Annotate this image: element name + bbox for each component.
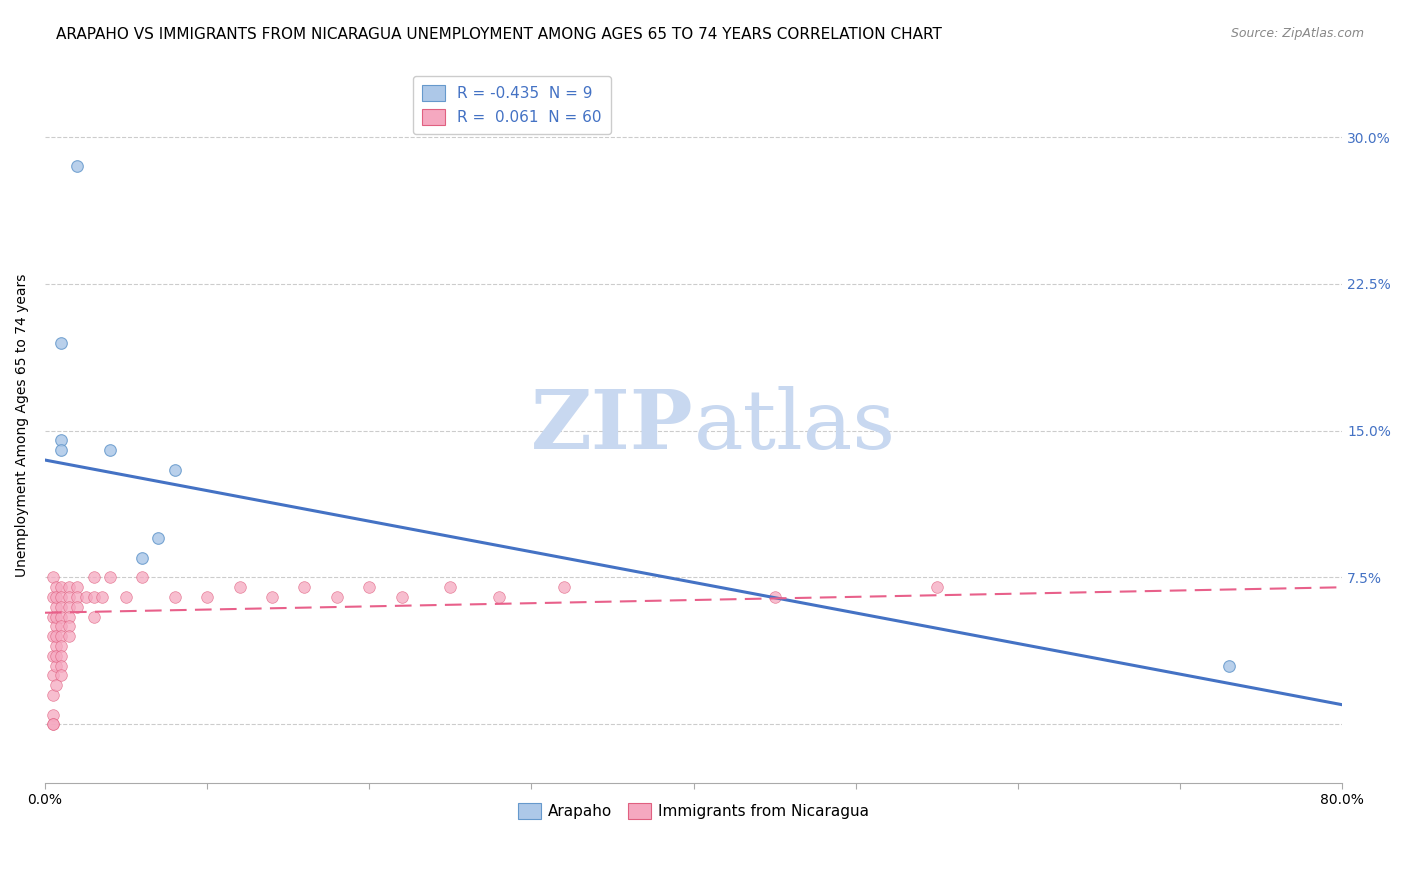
Point — [294, 580, 316, 594]
Point — [51, 609, 73, 624]
Point — [42, 648, 65, 663]
Point — [98, 570, 121, 584]
Point — [51, 599, 73, 614]
Point — [58, 599, 80, 614]
Point — [58, 590, 80, 604]
Point — [439, 580, 461, 594]
Point — [195, 590, 218, 604]
Point — [51, 335, 73, 350]
Point — [1218, 658, 1240, 673]
Point — [45, 639, 67, 653]
Point — [45, 678, 67, 692]
Point — [51, 658, 73, 673]
Point — [391, 590, 413, 604]
Point — [51, 580, 73, 594]
Point — [42, 707, 65, 722]
Point — [42, 629, 65, 643]
Point — [45, 599, 67, 614]
Point — [45, 580, 67, 594]
Point — [66, 590, 89, 604]
Point — [359, 580, 381, 594]
Point — [763, 590, 786, 604]
Point — [51, 648, 73, 663]
Point — [115, 590, 138, 604]
Point — [45, 619, 67, 633]
Point — [42, 717, 65, 731]
Point — [51, 629, 73, 643]
Point — [260, 590, 283, 604]
Point — [163, 463, 186, 477]
Point — [51, 443, 73, 458]
Point — [42, 570, 65, 584]
Point — [488, 590, 510, 604]
Point — [45, 648, 67, 663]
Point — [58, 609, 80, 624]
Point — [553, 580, 575, 594]
Point — [45, 629, 67, 643]
Text: ZIP: ZIP — [531, 385, 693, 466]
Point — [51, 590, 73, 604]
Point — [42, 609, 65, 624]
Legend: Arapaho, Immigrants from Nicaragua: Arapaho, Immigrants from Nicaragua — [512, 797, 876, 825]
Point — [45, 590, 67, 604]
Point — [42, 717, 65, 731]
Point — [51, 668, 73, 682]
Point — [148, 532, 170, 546]
Point — [42, 688, 65, 702]
Y-axis label: Unemployment Among Ages 65 to 74 years: Unemployment Among Ages 65 to 74 years — [15, 274, 30, 577]
Point — [75, 590, 97, 604]
Point — [45, 658, 67, 673]
Text: ARAPAHO VS IMMIGRANTS FROM NICARAGUA UNEMPLOYMENT AMONG AGES 65 TO 74 YEARS CORR: ARAPAHO VS IMMIGRANTS FROM NICARAGUA UNE… — [56, 27, 942, 42]
Point — [83, 590, 105, 604]
Point — [83, 570, 105, 584]
Text: Source: ZipAtlas.com: Source: ZipAtlas.com — [1230, 27, 1364, 40]
Text: atlas: atlas — [693, 385, 896, 466]
Point — [98, 443, 121, 458]
Point — [83, 609, 105, 624]
Point — [66, 580, 89, 594]
Point — [45, 609, 67, 624]
Point — [66, 160, 89, 174]
Point — [51, 434, 73, 448]
Point — [51, 619, 73, 633]
Point — [131, 550, 153, 565]
Point — [58, 580, 80, 594]
Point — [58, 619, 80, 633]
Point — [925, 580, 948, 594]
Point — [326, 590, 349, 604]
Point — [58, 629, 80, 643]
Point — [51, 639, 73, 653]
Point — [66, 599, 89, 614]
Point — [163, 590, 186, 604]
Point — [131, 570, 153, 584]
Point — [42, 668, 65, 682]
Point — [42, 590, 65, 604]
Point — [90, 590, 112, 604]
Point — [228, 580, 250, 594]
